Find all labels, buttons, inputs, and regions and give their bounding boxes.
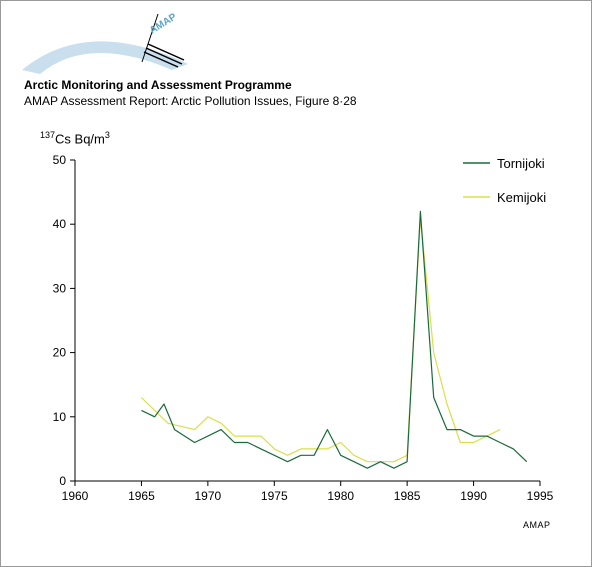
y-axis-label: 137Cs Bq/m3 <box>40 130 110 146</box>
x-tick-label: 1960 <box>62 489 89 503</box>
series-line-tornijoki <box>141 210 528 469</box>
x-tick-label: 1970 <box>195 489 222 503</box>
y-tick-label: 0 <box>59 474 66 488</box>
chart-series <box>140 210 528 469</box>
x-tick-label: 1980 <box>327 489 354 503</box>
org-title: Arctic Monitoring and Assessment Program… <box>24 78 292 92</box>
y-tick-label: 40 <box>53 217 67 231</box>
series-line-kemijoki <box>140 217 501 463</box>
x-tick-label: 1975 <box>261 489 288 503</box>
legend-label-tornijoki: Tornijoki <box>497 156 545 171</box>
y-axis-label-isotope: 137 <box>40 130 56 140</box>
y-axis-label-exponent: 3 <box>104 130 110 140</box>
logo-slash <box>141 13 159 63</box>
chart-legend: Tornijoki Kemijoki <box>463 156 546 205</box>
x-tick-label: 1995 <box>527 489 554 503</box>
x-tick-label: 1985 <box>394 489 421 503</box>
credit-label: AMAP <box>523 520 551 530</box>
figure-subtitle: AMAP Assessment Report: Arctic Pollution… <box>24 94 357 108</box>
logo-lines <box>143 43 185 68</box>
y-tick-label: 20 <box>53 346 67 360</box>
y-axis-label-unit: Cs Bq/m <box>55 131 105 147</box>
y-tick-label: 10 <box>53 410 67 424</box>
y-tick-label: 30 <box>53 281 67 295</box>
x-tick-label: 1990 <box>460 489 487 503</box>
amap-logo: AMAP <box>22 12 188 74</box>
chart-axes: 1960 1965 1970 1975 1980 1985 1990 1995 0 10 20 30 4… <box>53 153 554 503</box>
x-tick-label: 1965 <box>128 489 155 503</box>
y-tick-label: 50 <box>53 153 67 167</box>
legend-label-kemijoki: Kemijoki <box>497 190 546 205</box>
